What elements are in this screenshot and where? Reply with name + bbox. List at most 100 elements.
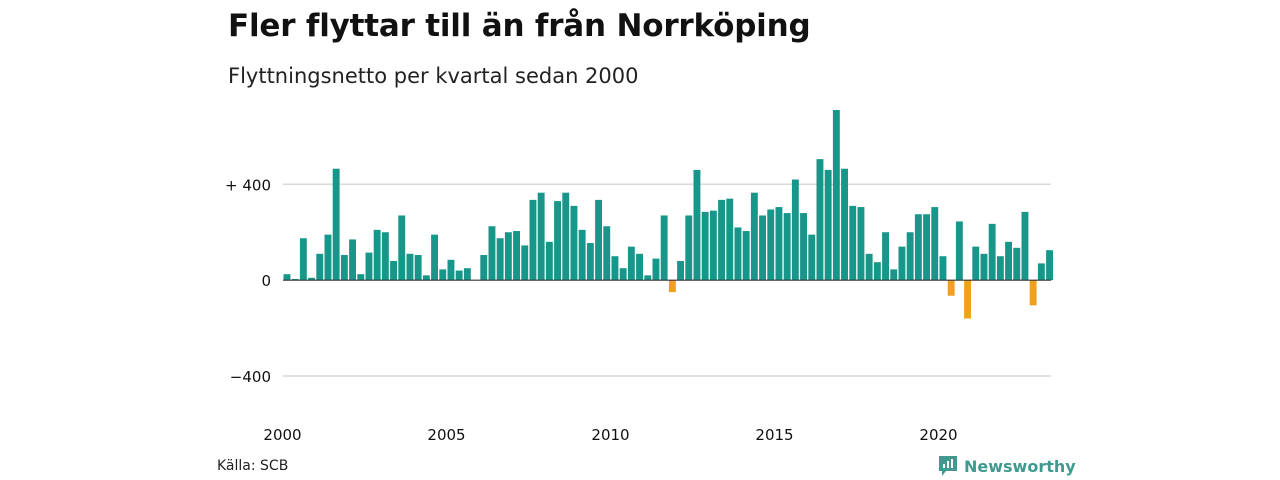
bar bbox=[939, 256, 947, 281]
bar bbox=[1046, 250, 1053, 281]
bar bbox=[873, 262, 881, 281]
bar bbox=[357, 274, 365, 281]
bar bbox=[611, 256, 619, 281]
bar bbox=[685, 215, 693, 281]
x-tick-label: 2015 bbox=[755, 426, 793, 444]
bar bbox=[496, 238, 504, 281]
bar bbox=[431, 234, 438, 281]
x-tick-label: 2010 bbox=[591, 426, 629, 444]
bar bbox=[586, 243, 594, 281]
bar bbox=[636, 253, 643, 281]
bar bbox=[775, 207, 783, 281]
bar bbox=[422, 275, 430, 281]
bar bbox=[988, 223, 996, 281]
source-note: Källa: SCB bbox=[217, 458, 289, 474]
bar bbox=[1037, 263, 1045, 281]
bar-layer bbox=[283, 110, 1053, 319]
axis-layer: + 400 0 −400 2000 2005 2010 2015 2020 bbox=[225, 176, 1051, 444]
y-tick-label: 0 bbox=[261, 272, 271, 290]
bar bbox=[759, 215, 766, 281]
bar bbox=[882, 232, 889, 281]
brand-logo[interactable]: Newsworthy bbox=[938, 455, 1076, 477]
bar bbox=[660, 215, 668, 281]
bar bbox=[718, 199, 725, 281]
bar bbox=[1021, 211, 1029, 281]
bar bbox=[603, 226, 611, 281]
bar bbox=[390, 261, 397, 281]
bar bbox=[414, 255, 422, 281]
chart-subtitle: Flyttningsnetto per kvartal sedan 2000 bbox=[228, 64, 639, 88]
bar bbox=[455, 270, 463, 281]
bar bbox=[931, 207, 939, 281]
bar bbox=[832, 110, 840, 281]
bar bbox=[824, 169, 832, 281]
bar bbox=[808, 234, 816, 281]
bar bbox=[627, 246, 635, 281]
bar bbox=[439, 269, 447, 281]
bar bbox=[816, 159, 824, 281]
bar bbox=[701, 211, 709, 281]
y-tick-label: −400 bbox=[230, 368, 271, 386]
bar bbox=[890, 269, 898, 281]
bar bbox=[767, 209, 775, 281]
bar bbox=[750, 192, 758, 281]
bar bbox=[308, 277, 315, 281]
bar bbox=[562, 192, 570, 281]
bar bbox=[545, 241, 553, 281]
newsworthy-logo-icon bbox=[939, 456, 957, 476]
bar bbox=[488, 226, 496, 281]
bar bbox=[849, 205, 857, 281]
bar bbox=[406, 253, 414, 281]
bar bbox=[398, 215, 406, 281]
bar bbox=[709, 210, 717, 281]
bar bbox=[365, 252, 373, 281]
bar bbox=[570, 205, 578, 281]
bar bbox=[340, 255, 348, 281]
bar bbox=[537, 192, 545, 281]
bar bbox=[578, 229, 586, 281]
grid-layer bbox=[283, 183, 1051, 377]
bar bbox=[316, 253, 324, 281]
bar bbox=[652, 258, 660, 281]
bar bbox=[996, 256, 1004, 281]
bar bbox=[324, 234, 332, 281]
x-tick-label: 2005 bbox=[427, 426, 465, 444]
y-tick-label: + 400 bbox=[225, 176, 271, 194]
bar bbox=[865, 253, 873, 281]
bar bbox=[693, 169, 701, 281]
bar bbox=[513, 231, 520, 281]
bar bbox=[972, 246, 980, 281]
bar bbox=[906, 232, 914, 281]
bar bbox=[332, 168, 340, 281]
bar bbox=[964, 280, 971, 319]
bar bbox=[955, 221, 963, 281]
bar bbox=[349, 239, 356, 281]
bar bbox=[463, 268, 471, 281]
x-tick-label: 2000 bbox=[263, 426, 301, 444]
bar bbox=[980, 253, 988, 281]
bar bbox=[299, 238, 307, 281]
bar bbox=[898, 246, 906, 281]
x-tick-label: 2020 bbox=[919, 426, 957, 444]
bar bbox=[857, 207, 865, 281]
bar bbox=[742, 231, 750, 281]
bar bbox=[595, 199, 602, 281]
bar bbox=[521, 245, 529, 281]
bar bbox=[668, 280, 676, 293]
bar bbox=[373, 229, 381, 281]
bar bbox=[841, 168, 848, 281]
bar bbox=[791, 179, 799, 281]
brand-name: Newsworthy bbox=[964, 456, 1076, 476]
bar bbox=[381, 232, 389, 281]
bar bbox=[529, 199, 537, 281]
bar bbox=[677, 261, 684, 281]
bar bbox=[947, 280, 955, 296]
bar bbox=[914, 214, 922, 281]
chart-title: Fler flyttar till än från Norrköping bbox=[228, 8, 811, 44]
bar bbox=[800, 213, 807, 281]
bar bbox=[734, 227, 742, 281]
bar bbox=[447, 259, 455, 281]
bar bbox=[554, 201, 561, 281]
bar bbox=[1005, 241, 1012, 281]
